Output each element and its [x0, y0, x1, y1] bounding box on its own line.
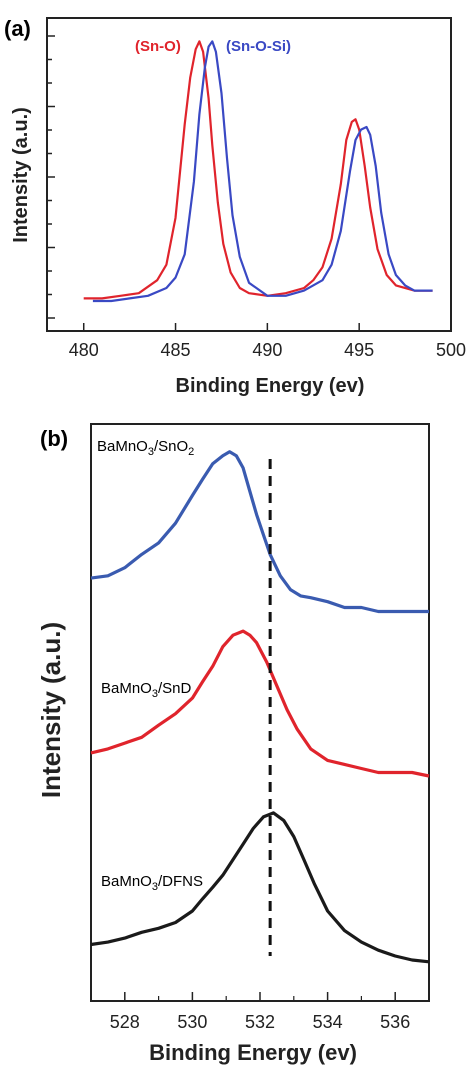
- series-line-bamno3-snd: [90, 629, 430, 778]
- series-line-sn-o-si: [92, 40, 433, 303]
- x-tick-label-495: 495: [344, 340, 374, 360]
- panel-b-x-ticks: 528 530 532 534 536: [90, 992, 430, 1032]
- series-label-sn-o-si: (Sn-O-Si): [226, 38, 291, 55]
- panel-b-x-axis-title: Binding Energy (ev): [149, 1040, 357, 1065]
- trace-label-dfns: BaMnO3/DFNS: [101, 873, 203, 893]
- panel-b: (b) 528 530 532 534 536 BaMnO3/SnO2 BaMnO3/S…: [36, 423, 430, 1065]
- panel-a-series: [83, 40, 433, 303]
- x-tick-label-480: 480: [69, 340, 99, 360]
- x-tick-label-485: 485: [161, 340, 191, 360]
- panel-b-label: (b): [40, 426, 68, 451]
- panel-a-x-axis-title: Binding Energy (ev): [176, 375, 365, 397]
- panel-a-label: (a): [4, 16, 31, 41]
- panel-a: (a) 480 485 490 495 500 (Sn-O) (Sn-O-Si) Bin…: [4, 16, 466, 397]
- series-line-bamno3-dfns: [90, 811, 430, 964]
- panel-a-x-ticks: 480 485 490 495 500: [69, 323, 466, 360]
- series-line-sn-o: [83, 40, 433, 300]
- panel-a-frame: [46, 17, 452, 332]
- x-tick-label-500: 500: [436, 340, 466, 360]
- panel-b-y-axis-title: Intensity (a.u.): [36, 622, 66, 798]
- x-tick-label-534: 534: [313, 1012, 343, 1032]
- x-tick-label-530: 530: [177, 1012, 207, 1032]
- x-tick-label-532: 532: [245, 1012, 275, 1032]
- x-tick-label-490: 490: [252, 340, 282, 360]
- trace-label-snO2: BaMnO3/SnO2: [97, 438, 194, 458]
- trace-label-snd: BaMnO3/SnD: [101, 680, 191, 700]
- panel-a-y-axis-title: Intensity (a.u.): [10, 107, 32, 243]
- panel-b-series: [90, 450, 430, 964]
- series-label-sn-o: (Sn-O): [135, 38, 181, 55]
- x-tick-label-536: 536: [380, 1012, 410, 1032]
- series-line-bamno3-sno2: [90, 450, 429, 614]
- x-tick-label-528: 528: [110, 1012, 140, 1032]
- panel-a-y-ticks: [47, 35, 55, 319]
- panel-b-frame: [90, 423, 430, 1002]
